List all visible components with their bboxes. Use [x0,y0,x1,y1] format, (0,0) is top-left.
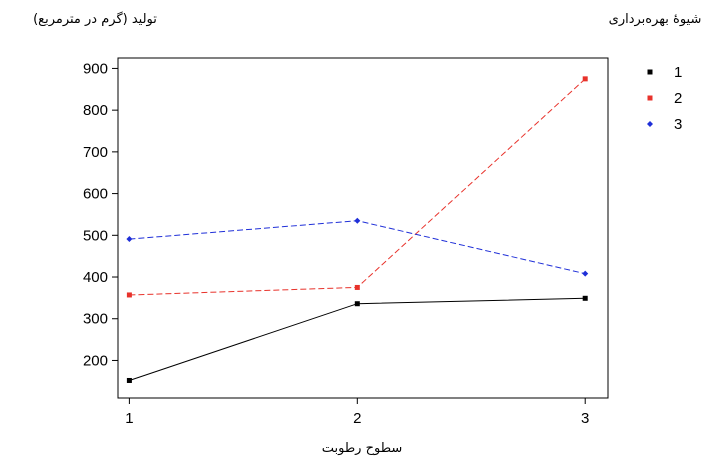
x-axis: 1 2 3 [125,398,589,427]
series-line-2 [129,78,586,296]
x-tick-label: 1 [125,410,133,427]
legend-label-3: 3 [674,116,682,133]
plot-frame [117,57,609,399]
series-1 [126,295,588,383]
legend-title: شیوهٔ بهره‌برداری [609,12,702,27]
data-point [582,295,588,301]
legend-marker-3 [647,121,653,127]
series-line-1 [129,297,586,381]
y-tick-label: 500 [83,227,108,244]
legend-label-1: 1 [674,64,682,81]
data-point [126,236,133,243]
data-point [354,284,360,290]
y-tick-label: 900 [83,60,108,77]
x-tick-label: 3 [581,410,589,427]
y-tick-label: 700 [83,144,108,161]
series-2 [126,76,588,298]
legend-label-2: 2 [674,90,682,107]
y-axis-title: تولید (گرم در مترمربع) [33,11,157,27]
data-point [126,377,132,383]
y-tick-label: 800 [83,102,108,119]
data-point [126,292,132,298]
legend: 1 2 3 [647,64,682,133]
legend-marker-2 [647,95,653,101]
data-point [354,301,360,307]
legend-marker-1 [647,69,653,75]
series-line-3 [129,220,586,275]
data-point [582,76,588,82]
y-tick-label: 600 [83,186,108,203]
y-tick-label: 400 [83,269,108,286]
data-point [354,217,361,224]
x-tick-label: 2 [353,410,361,427]
y-axis: 200 300 400 500 600 700 800 900 [83,60,118,369]
series-3 [126,217,589,277]
series-layer [126,76,589,383]
data-point [582,270,589,277]
y-tick-label: 300 [83,311,108,328]
x-axis-title: سطوح رطوبت [322,441,403,456]
y-tick-label: 200 [83,352,108,369]
